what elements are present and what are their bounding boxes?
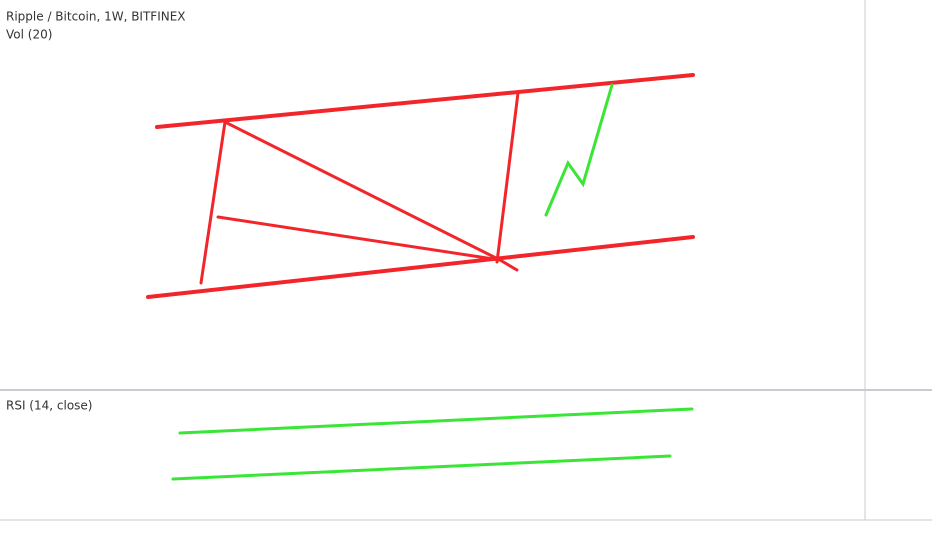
rsi-trend-line [171,454,672,481]
trend-line [498,258,519,272]
rsi-title: RSI (14, close) [6,399,92,413]
volume-title: Vol (20) [6,28,52,42]
rsi-trend-line [178,407,694,435]
trend-line [155,73,695,129]
drawings [146,73,695,481]
trend-line [216,215,502,262]
trend-line [199,120,227,285]
chart-title: Ripple / Bitcoin, 1W, BITFINEX [6,10,186,24]
trend-line [495,91,520,264]
projection-line [544,83,614,217]
trend-line [223,120,502,262]
trend-line [146,235,695,299]
